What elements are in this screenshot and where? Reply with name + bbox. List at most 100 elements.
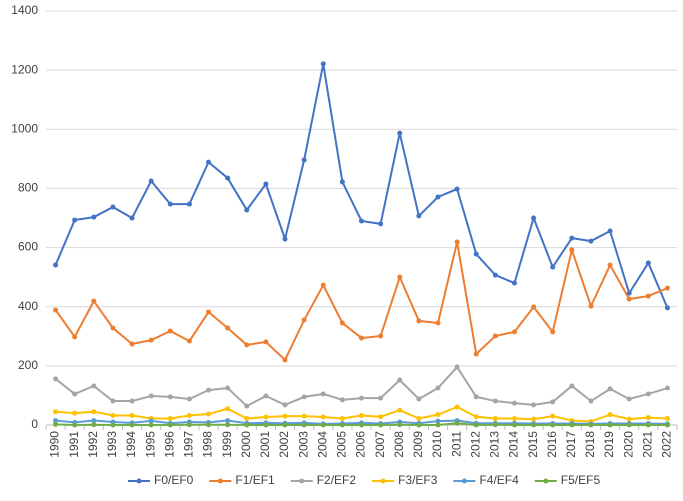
data-point [664,422,670,428]
data-point [53,409,59,415]
x-tick-label: 1999 [220,431,234,458]
data-point [72,422,78,428]
data-point [664,415,670,421]
y-tick-label: 400 [18,299,38,313]
data-point [569,235,575,241]
data-point [339,179,345,185]
data-point [416,318,422,324]
data-point [378,414,384,420]
data-point [225,406,231,412]
data-point [645,422,651,428]
data-point [664,285,670,291]
data-point [378,395,384,401]
x-tick-label: 2018 [583,431,597,458]
data-point [454,186,460,192]
data-point [206,411,212,417]
data-point [148,337,154,343]
data-point [110,204,116,210]
x-tick-label: 1995 [143,431,157,458]
data-point [148,418,154,424]
data-point [626,396,632,402]
data-point [435,418,441,424]
data-point [186,413,192,419]
data-point [301,413,307,419]
data-point [206,309,212,315]
x-tick-label: 1993 [105,431,119,458]
data-point [588,238,594,244]
data-point [359,395,364,401]
x-tick-label: 2020 [621,431,635,458]
data-point [588,422,594,428]
data-point [454,239,460,245]
data-point [244,207,250,213]
x-tick-label: 2012 [468,431,482,458]
data-point [320,414,326,420]
data-point [263,339,269,345]
data-point [129,422,135,428]
data-point [91,214,97,220]
data-point [454,364,460,370]
data-point [397,377,403,383]
data-point [492,398,498,404]
data-point [225,385,231,391]
data-point [129,413,135,419]
data-point [550,413,556,419]
data-point [492,415,498,421]
data-point [531,304,537,310]
data-point [129,215,135,221]
x-tick-label: 2019 [602,431,616,458]
data-point [378,221,384,227]
legend-label: F4/EF4 [479,473,519,487]
data-point [588,303,594,309]
data-point [91,298,97,304]
data-point [416,415,422,421]
data-point [473,422,479,428]
data-point [492,333,498,339]
legend-label: F1/EF1 [235,473,275,487]
data-point [320,61,326,67]
legend-label: F2/EF2 [317,473,357,487]
x-tick-label: 2017 [564,431,578,458]
data-point [244,342,250,348]
data-point [129,398,135,404]
data-point [531,422,537,428]
data-point [263,414,269,420]
data-point [359,422,364,428]
data-point [206,422,212,428]
data-point [186,396,192,402]
data-point [110,398,116,404]
x-tick-label: 2013 [488,431,502,458]
data-point [72,410,78,416]
legend-label: F5/EF5 [561,473,601,487]
legend-marker [380,478,386,484]
data-point [206,387,212,393]
data-point [282,422,288,428]
x-tick-label: 1998 [201,431,215,458]
legend-label: F0/EF0 [154,473,194,487]
data-point [91,409,97,415]
data-point [72,391,78,397]
data-point [397,422,403,428]
legend-marker [543,478,549,484]
x-tick-label: 2021 [640,431,654,458]
data-point [511,329,517,335]
data-point [244,422,250,428]
data-point [91,418,97,424]
x-tick-label: 2006 [354,431,368,458]
data-point [339,415,345,421]
data-point [645,260,651,266]
data-point [263,422,269,428]
data-point [282,357,288,363]
data-point [129,341,135,347]
x-tick-label: 2002 [277,431,291,458]
data-point [72,217,78,223]
data-point [359,335,364,341]
data-point [626,296,632,302]
series-line [54,63,669,309]
data-point [473,351,479,357]
data-point [626,416,632,422]
data-point [320,422,326,428]
data-point [167,328,173,334]
data-point [53,418,59,424]
